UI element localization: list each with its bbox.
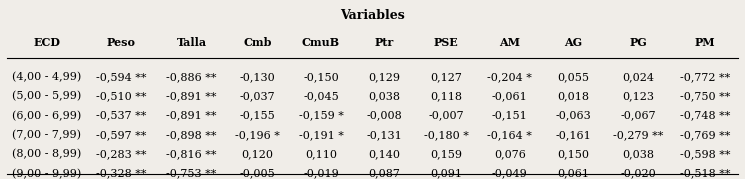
Text: -0,191 *: -0,191 * xyxy=(299,130,343,140)
Text: -0,180 *: -0,180 * xyxy=(424,130,469,140)
Text: -0,891 **: -0,891 ** xyxy=(166,91,217,101)
Text: 0,120: 0,120 xyxy=(241,149,273,159)
Text: -0,772 **: -0,772 ** xyxy=(679,72,730,82)
Text: Peso: Peso xyxy=(107,37,136,48)
Text: AG: AG xyxy=(565,37,583,48)
Text: -0,816 **: -0,816 ** xyxy=(166,149,217,159)
Text: -0,131: -0,131 xyxy=(367,130,402,140)
Text: -0,161: -0,161 xyxy=(556,130,592,140)
Text: (5,00 - 5,99): (5,00 - 5,99) xyxy=(13,91,82,102)
Text: -0,283 **: -0,283 ** xyxy=(96,149,147,159)
Text: -0,049: -0,049 xyxy=(492,168,527,178)
Text: 0,123: 0,123 xyxy=(622,91,654,101)
Text: 0,076: 0,076 xyxy=(494,149,526,159)
Text: -0,155: -0,155 xyxy=(239,111,275,120)
Text: (8,00 - 8,99): (8,00 - 8,99) xyxy=(13,149,82,159)
Text: -0,748 **: -0,748 ** xyxy=(679,111,730,120)
Text: 0,055: 0,055 xyxy=(557,72,589,82)
Text: -0,063: -0,063 xyxy=(556,111,592,120)
Text: 0,140: 0,140 xyxy=(369,149,401,159)
Text: -0,898 **: -0,898 ** xyxy=(166,130,217,140)
Text: 0,150: 0,150 xyxy=(557,149,589,159)
Text: -0,159 *: -0,159 * xyxy=(299,111,343,120)
Text: -0,594 **: -0,594 ** xyxy=(96,72,147,82)
Text: 0,118: 0,118 xyxy=(431,91,462,101)
Text: -0,510 **: -0,510 ** xyxy=(96,91,147,101)
Text: -0,130: -0,130 xyxy=(239,72,275,82)
Text: PG: PG xyxy=(630,37,647,48)
Text: -0,061: -0,061 xyxy=(492,91,527,101)
Text: Ptr: Ptr xyxy=(375,37,394,48)
Text: -0,328 **: -0,328 ** xyxy=(96,168,147,178)
Text: 0,110: 0,110 xyxy=(305,149,337,159)
Text: -0,279 **: -0,279 ** xyxy=(613,130,663,140)
Text: -0,196 *: -0,196 * xyxy=(235,130,280,140)
Text: 0,091: 0,091 xyxy=(431,168,462,178)
Text: -0,019: -0,019 xyxy=(303,168,339,178)
Text: 0,129: 0,129 xyxy=(369,72,401,82)
Text: Variables: Variables xyxy=(340,9,405,22)
Text: ECD: ECD xyxy=(34,37,60,48)
Text: -0,204 *: -0,204 * xyxy=(487,72,532,82)
Text: 0,087: 0,087 xyxy=(369,168,401,178)
Text: Cmb: Cmb xyxy=(243,37,272,48)
Text: (4,00 - 4,99): (4,00 - 4,99) xyxy=(13,72,82,82)
Text: PM: PM xyxy=(694,37,715,48)
Text: -0,750 **: -0,750 ** xyxy=(679,91,730,101)
Text: PSE: PSE xyxy=(434,37,459,48)
Text: -0,753 **: -0,753 ** xyxy=(166,168,217,178)
Text: -0,008: -0,008 xyxy=(367,111,402,120)
Text: 0,038: 0,038 xyxy=(622,149,654,159)
Text: -0,067: -0,067 xyxy=(621,111,656,120)
Text: (6,00 - 6,99): (6,00 - 6,99) xyxy=(13,111,82,121)
Text: -0,598 **: -0,598 ** xyxy=(679,149,730,159)
Text: 0,127: 0,127 xyxy=(431,72,462,82)
Text: AM: AM xyxy=(499,37,520,48)
Text: 0,018: 0,018 xyxy=(557,91,589,101)
Text: (9,00 - 9,99): (9,00 - 9,99) xyxy=(13,168,82,179)
Text: -0,769 **: -0,769 ** xyxy=(679,130,730,140)
Text: 0,061: 0,061 xyxy=(557,168,589,178)
Text: -0,007: -0,007 xyxy=(428,111,464,120)
Text: CmuB: CmuB xyxy=(302,37,340,48)
Text: -0,037: -0,037 xyxy=(240,91,275,101)
Text: -0,150: -0,150 xyxy=(303,72,339,82)
Text: 0,038: 0,038 xyxy=(369,91,401,101)
Text: -0,005: -0,005 xyxy=(239,168,275,178)
Text: 0,024: 0,024 xyxy=(622,72,654,82)
Text: -0,886 **: -0,886 ** xyxy=(166,72,217,82)
Text: 0,159: 0,159 xyxy=(431,149,462,159)
Text: -0,164 *: -0,164 * xyxy=(487,130,532,140)
Text: -0,045: -0,045 xyxy=(303,91,339,101)
Text: -0,537 **: -0,537 ** xyxy=(96,111,147,120)
Text: -0,151: -0,151 xyxy=(492,111,527,120)
Text: (7,00 - 7,99): (7,00 - 7,99) xyxy=(13,130,81,140)
Text: -0,518 **: -0,518 ** xyxy=(679,168,730,178)
Text: Talla: Talla xyxy=(177,37,206,48)
Text: -0,891 **: -0,891 ** xyxy=(166,111,217,120)
Text: -0,597 **: -0,597 ** xyxy=(96,130,147,140)
Text: -0,020: -0,020 xyxy=(621,168,656,178)
